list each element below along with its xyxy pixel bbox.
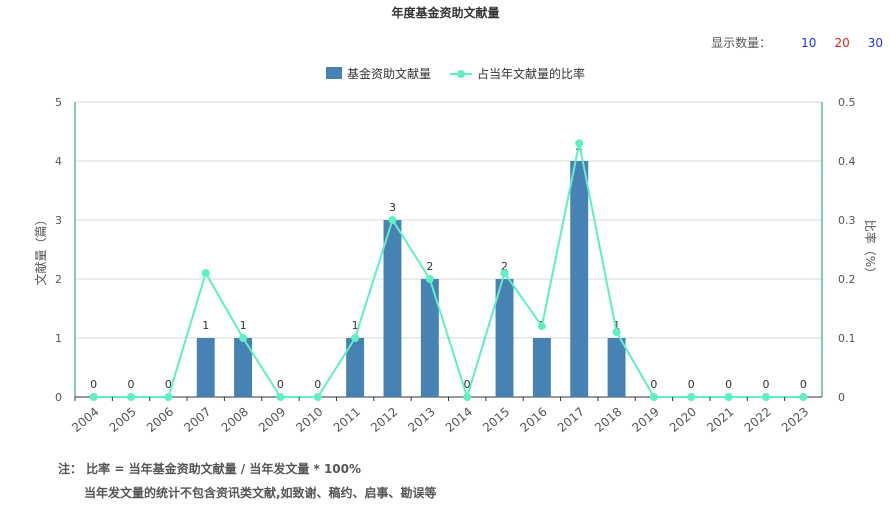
y-tick-label-left: 2 [55, 273, 62, 286]
x-tick-label: 2019 [629, 405, 661, 435]
x-tick-label: 2008 [219, 405, 251, 435]
ratio-point [201, 269, 210, 278]
bar-data-label: 0 [762, 378, 769, 391]
y-tick-label-right: 0.5 [838, 96, 856, 109]
display-count-option-20[interactable]: 20 [834, 35, 850, 50]
ratio-point [351, 334, 360, 342]
bar-data-label: 0 [128, 378, 135, 391]
bar [346, 338, 365, 397]
ratio-point [425, 275, 434, 283]
legend-line-label: 占当年文献量的比率 [477, 66, 585, 81]
bar-data-label: 0 [725, 378, 732, 391]
x-tick-label: 2021 [704, 405, 736, 435]
legend-line-marker [457, 70, 465, 78]
chart: 0 1 2 3 4 5 0 0.1 0.2 0.3 0.4 0.5 文献量（篇） 比率（%） 0 0 0 1 1 0 0… [33, 66, 878, 435]
y-tick-label-right: 0.2 [838, 273, 856, 286]
bar-data-label: 0 [650, 378, 657, 391]
ratio-point [276, 393, 285, 401]
x-tick-label: 2004 [69, 405, 101, 435]
ratio-point [537, 322, 546, 331]
note-exclusion: 当年发文量的统计不包含资讯类文献,如致谢、稿约、启事、勘误等 [84, 486, 437, 500]
ratio-point [388, 216, 397, 224]
x-tick-label: 2017 [555, 405, 587, 435]
bar-data-label: 0 [688, 378, 695, 391]
x-tick-label: 2007 [181, 405, 213, 435]
ratio-point [799, 393, 808, 401]
ratio-point [500, 269, 509, 278]
y-axis-title-left: 文献量（篇） [33, 213, 48, 285]
ratio-point [127, 393, 136, 401]
x-tick-label: 2005 [107, 405, 139, 435]
note-ratio-formula: 注： 比率 = 当年基金资助文献量 / 当年发文量 * 100% [58, 462, 362, 476]
ratio-point [724, 393, 733, 401]
ratio-point [239, 334, 248, 342]
bar-data-label: 3 [389, 201, 396, 214]
bar-data-label: 0 [314, 378, 321, 391]
bar [234, 338, 253, 397]
bar-data-label: 0 [800, 378, 807, 391]
display-count-option-10[interactable]: 10 [801, 35, 817, 50]
ratio-point [164, 393, 173, 401]
bar [607, 338, 626, 397]
legend-bar-label: 基金资助文献量 [347, 66, 431, 81]
ratio-point [575, 139, 584, 148]
x-tick-label: 2015 [480, 405, 512, 435]
bar-data-label: 0 [277, 378, 284, 391]
bar-data-label: 2 [426, 260, 433, 273]
y-tick-label-left: 0 [55, 391, 62, 404]
bar [420, 279, 439, 397]
y-tick-label-left: 1 [55, 332, 62, 345]
y-tick-label-right: 0.3 [838, 214, 856, 227]
ratio-point [612, 328, 621, 337]
bar [383, 220, 402, 397]
ratio-point [89, 393, 98, 401]
ratio-point [687, 393, 696, 401]
legend-bar-swatch [326, 67, 342, 79]
y-tick-label-right: 0.4 [838, 155, 856, 168]
x-tick-label: 2020 [667, 405, 699, 435]
y-tick-label-left: 3 [55, 214, 62, 227]
bar-data-label: 2 [501, 260, 508, 273]
bar [532, 338, 551, 397]
display-count-label: 显示数量： [711, 36, 772, 50]
bar [495, 279, 514, 397]
y-tick-label-left: 4 [55, 155, 62, 168]
bar-data-label: 1 [613, 319, 620, 332]
x-tick-label: 2010 [293, 405, 325, 435]
x-tick-label: 2013 [405, 405, 437, 435]
bar-data-label: 4 [576, 142, 583, 155]
y-tick-label-left: 5 [55, 96, 62, 109]
ratio-point [649, 393, 658, 401]
bar-data-label: 1 [240, 319, 247, 332]
ratio-point [463, 393, 472, 401]
ratio-point [761, 393, 770, 401]
bar-data-label: 0 [90, 378, 97, 391]
bar [570, 161, 589, 397]
x-tick-label: 2011 [331, 405, 363, 435]
chart-title: 年度基金资助文献量 [391, 6, 500, 20]
x-tick-label: 2018 [592, 405, 624, 435]
display-count-option-30[interactable]: 30 [867, 35, 883, 50]
bar-data-label: 1 [202, 319, 209, 332]
bar-data-label: 1 [352, 319, 359, 332]
bar-data-label: 0 [165, 378, 172, 391]
x-tick-label: 2023 [779, 405, 811, 435]
y-axis-title-right: 比率（%） [863, 220, 878, 279]
x-tick-label: 2009 [256, 405, 288, 435]
x-tick-label: 2016 [517, 405, 549, 435]
bar [196, 338, 215, 397]
ratio-line [93, 143, 804, 401]
x-tick-label: 2006 [144, 405, 176, 435]
display-count-selector: 显示数量： 10 20 30 [711, 34, 883, 51]
x-tick-label: 2014 [443, 405, 475, 435]
x-tick-label: 2012 [368, 405, 400, 435]
y-tick-label-right: 0 [838, 391, 845, 404]
x-tick-label: 2022 [742, 405, 774, 435]
ratio-point [313, 393, 322, 401]
bar-data-label: 0 [464, 378, 471, 391]
y-tick-label-right: 0.1 [838, 332, 856, 345]
